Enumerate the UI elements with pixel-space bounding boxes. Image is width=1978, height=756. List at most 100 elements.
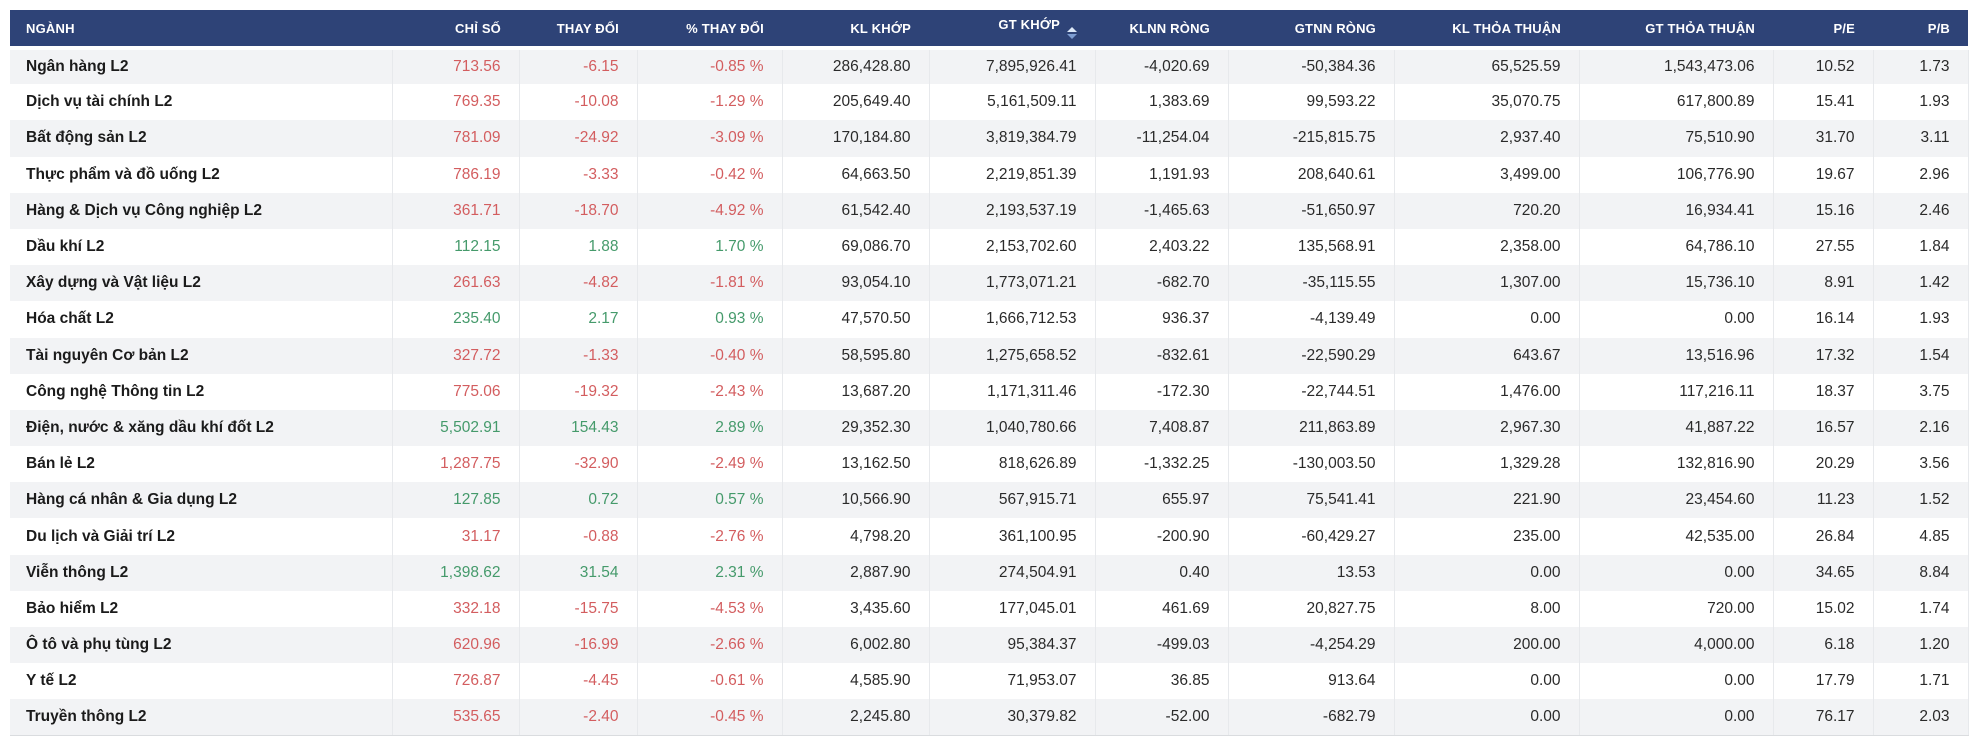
table-row[interactable]: Hàng & Dịch vụ Công nghiệp L2 361.71 -18.7… [10, 192, 1969, 229]
table-row[interactable]: Bất động sản L2 781.09 -24.92 -3.09 % 170,18… [10, 120, 1969, 157]
cell-pb: 3.75 [1873, 373, 1969, 410]
cell-pe: 16.57 [1773, 409, 1874, 447]
column-header-kl_thoa_thuan[interactable]: KL THỎA THUẬN [1394, 10, 1579, 50]
cell-thay_doi: -15.75 [519, 590, 638, 627]
table-row[interactable]: Hàng cá nhân & Gia dụng L2 127.85 0.72 0.57… [10, 482, 1969, 519]
cell-kl_khop: 93,054.10 [782, 265, 930, 302]
cell-kl_thoa_thuan: 2,937.40 [1394, 120, 1580, 157]
cell-chi_so: 1,287.75 [392, 446, 520, 483]
column-header-label: P/B [1927, 20, 1950, 36]
cell-nganh[interactable]: Hàng & Dịch vụ Công nghiệp L2 [10, 192, 393, 229]
column-header-pct_thay_doi[interactable]: % THAY ĐỔI [637, 10, 782, 50]
cell-gtnn_rong: 135,568.91 [1228, 228, 1395, 266]
cell-kl_thoa_thuan: 1,307.00 [1394, 265, 1580, 302]
cell-nganh[interactable]: Bất động sản L2 [10, 120, 393, 157]
table-row[interactable]: Hóa chất L2 235.40 2.17 0.93 % 47,570.50 1,66… [10, 301, 1969, 338]
cell-pb: 1.54 [1873, 337, 1969, 374]
table-row[interactable]: Điện, nước & xăng dầu khí đốt L2 5,502.91… [10, 409, 1969, 447]
cell-gt_khop: 361,100.95 [929, 518, 1096, 555]
cell-pe: 26.84 [1773, 518, 1874, 555]
cell-thay_doi: 0.72 [519, 482, 638, 519]
cell-gtnn_rong: 75,541.41 [1228, 482, 1395, 519]
table-row[interactable]: Truyền thông L2 535.65 -2.40 -0.45 % 2,245.8… [10, 699, 1969, 737]
cell-gt_khop: 1,773,071.21 [929, 265, 1096, 302]
cell-gt_thoa_thuan: 13,516.96 [1579, 337, 1774, 374]
sort-arrows-icon[interactable] [1067, 27, 1077, 39]
cell-nganh[interactable]: Công nghệ Thông tin L2 [10, 373, 393, 410]
cell-chi_so: 713.56 [392, 48, 520, 85]
table-row[interactable]: Xây dựng và Vật liệu L2 261.63 -4.82 -1.81 … [10, 265, 1969, 302]
cell-gt_khop: 1,666,712.53 [929, 301, 1096, 338]
table-row[interactable]: Bảo hiểm L2 332.18 -15.75 -4.53 % 3,435.60 17… [10, 590, 1969, 627]
cell-pb: 1.93 [1873, 301, 1969, 338]
column-header-klnn_rong[interactable]: KLNN RÒNG [1095, 10, 1228, 50]
table-row[interactable]: Tài nguyên Cơ bản L2 327.72 -1.33 -0.40 % 58… [10, 337, 1969, 374]
cell-chi_so: 327.72 [392, 337, 520, 374]
cell-thay_doi: -24.92 [519, 120, 638, 157]
cell-nganh[interactable]: Bán lẻ L2 [10, 446, 393, 483]
table-row[interactable]: Dịch vụ tài chính L2 769.35 -10.08 -1.29 % 2… [10, 84, 1969, 121]
cell-kl_khop: 13,162.50 [782, 446, 930, 483]
cell-nganh[interactable]: Viễn thông L2 [10, 554, 393, 591]
table-row[interactable]: Ngân hàng L2 713.56 -6.15 -0.85 % 286,428.80… [10, 48, 1969, 85]
cell-gtnn_rong: -130,003.50 [1228, 446, 1395, 483]
column-header-nganh[interactable]: NGÀNH [10, 10, 392, 50]
cell-gt_thoa_thuan: 42,535.00 [1579, 518, 1774, 555]
column-header-gt_thoa_thuan[interactable]: GT THỎA THUẬN [1579, 10, 1773, 50]
cell-kl_khop: 64,663.50 [782, 156, 930, 193]
cell-kl_thoa_thuan: 720.20 [1394, 192, 1580, 229]
cell-nganh[interactable]: Dầu khí L2 [10, 228, 393, 266]
cell-nganh[interactable]: Xây dựng và Vật liệu L2 [10, 265, 393, 302]
cell-nganh[interactable]: Ô tô và phụ tùng L2 [10, 627, 393, 664]
cell-nganh[interactable]: Hóa chất L2 [10, 301, 393, 338]
cell-nganh[interactable]: Thực phẩm và đồ uống L2 [10, 156, 393, 193]
cell-nganh[interactable]: Y tế L2 [10, 663, 393, 700]
table-row[interactable]: Viễn thông L2 1,398.62 31.54 2.31 % 2,887.90… [10, 554, 1969, 591]
table-row[interactable]: Công nghệ Thông tin L2 775.06 -19.32 -2.43 … [10, 373, 1969, 410]
table-row[interactable]: Du lịch và Giải trí L2 31.17 -0.88 -2.76 % 4… [10, 518, 1969, 555]
cell-nganh[interactable]: Ngân hàng L2 [10, 48, 393, 85]
cell-pb: 1.71 [1873, 663, 1969, 700]
header-row: NGÀNH CHỈ SỐ THAY ĐỔI % THAY ĐỔI KL KHỚP GT K… [10, 10, 1968, 50]
column-header-chi_so[interactable]: CHỈ SỐ [392, 10, 519, 50]
column-header-gt_khop[interactable]: GT KHỚP [929, 10, 1095, 50]
cell-nganh[interactable]: Tài nguyên Cơ bản L2 [10, 337, 393, 374]
table-row[interactable]: Dầu khí L2 112.15 1.88 1.70 % 69,086.70 2,153… [10, 228, 1969, 266]
cell-kl_thoa_thuan: 3,499.00 [1394, 156, 1580, 193]
cell-nganh[interactable]: Dịch vụ tài chính L2 [10, 84, 393, 121]
column-header-pb[interactable]: P/B [1873, 10, 1968, 50]
cell-klnn_rong: -682.70 [1095, 265, 1229, 302]
cell-kl_khop: 13,687.20 [782, 373, 930, 410]
column-header-label: KL THỎA THUẬN [1452, 20, 1561, 36]
cell-klnn_rong: -832.61 [1095, 337, 1229, 374]
column-header-gtnn_rong[interactable]: GTNN RÒNG [1228, 10, 1394, 50]
cell-kl_khop: 6,002.80 [782, 627, 930, 664]
cell-pct_thay_doi: -0.40 % [637, 337, 783, 374]
cell-gt_khop: 274,504.91 [929, 554, 1096, 591]
cell-gt_khop: 3,819,384.79 [929, 120, 1096, 157]
table-row[interactable]: Bán lẻ L2 1,287.75 -32.90 -2.49 % 13,162.50 8… [10, 446, 1969, 483]
cell-pe: 31.70 [1773, 120, 1874, 157]
cell-klnn_rong: 936.37 [1095, 301, 1229, 338]
cell-klnn_rong: 36.85 [1095, 663, 1229, 700]
table-row[interactable]: Y tế L2 726.87 -4.45 -0.61 % 4,585.90 71,953.… [10, 663, 1969, 700]
cell-chi_so: 361.71 [392, 192, 520, 229]
cell-thay_doi: -6.15 [519, 48, 638, 85]
cell-pct_thay_doi: 0.57 % [637, 482, 783, 519]
cell-pe: 19.67 [1773, 156, 1874, 193]
cell-nganh[interactable]: Du lịch và Giải trí L2 [10, 518, 393, 555]
column-header-label: NGÀNH [26, 20, 75, 36]
column-header-thay_doi[interactable]: THAY ĐỔI [519, 10, 637, 50]
cell-klnn_rong: -4,020.69 [1095, 48, 1229, 85]
cell-nganh[interactable]: Hàng cá nhân & Gia dụng L2 [10, 482, 393, 519]
cell-chi_so: 112.15 [392, 228, 520, 266]
column-header-pe[interactable]: P/E [1773, 10, 1873, 50]
cell-gt_thoa_thuan: 75,510.90 [1579, 120, 1774, 157]
cell-nganh[interactable]: Bảo hiểm L2 [10, 590, 393, 627]
table-row[interactable]: Thực phẩm và đồ uống L2 786.19 -3.33 -0.42 … [10, 156, 1969, 193]
cell-nganh[interactable]: Điện, nước & xăng dầu khí đốt L2 [10, 409, 393, 447]
cell-nganh[interactable]: Truyền thông L2 [10, 699, 393, 737]
column-header-kl_khop[interactable]: KL KHỚP [782, 10, 929, 50]
table-row[interactable]: Ô tô và phụ tùng L2 620.96 -16.99 -2.66 % 6,… [10, 627, 1969, 664]
cell-pe: 34.65 [1773, 554, 1874, 591]
